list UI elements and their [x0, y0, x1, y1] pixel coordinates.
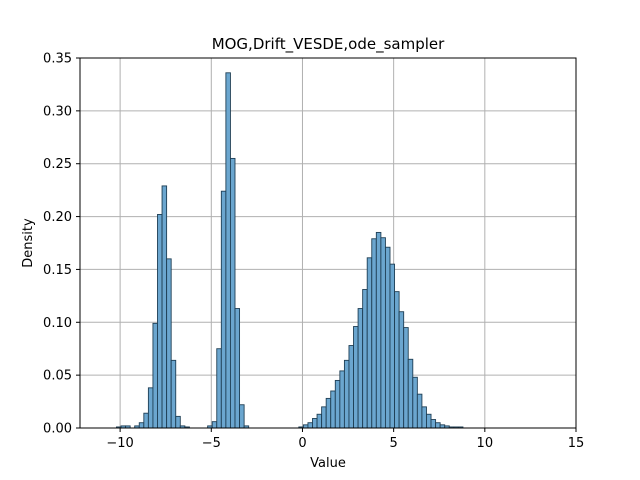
- histogram-bar: [234, 308, 241, 429]
- x-tick-label: −10: [106, 436, 133, 451]
- histogram-bar: [157, 214, 163, 429]
- histogram-bar: [325, 397, 332, 429]
- y-tick-label: 0.35: [43, 52, 72, 67]
- chart-title: MOG,Drift_VESDE,ode_sampler: [212, 35, 445, 54]
- histogram-bar: [371, 238, 377, 429]
- histogram-bar: [421, 406, 427, 429]
- histogram-bar: [435, 422, 441, 429]
- histogram-bar: [357, 308, 364, 429]
- y-axis-label: Density: [21, 218, 36, 268]
- histogram-bar: [380, 237, 386, 429]
- histogram-bar: [394, 291, 400, 429]
- x-tick-label: 15: [568, 436, 585, 451]
- histogram-bar: [384, 246, 391, 429]
- axis-ticks: −10 −5 0 5 10 15 0.00 0.05 0.10 0.15 0.20 0.25 0.30 0…: [43, 52, 584, 452]
- histogram-bar: [229, 157, 236, 429]
- histogram-bar: [138, 422, 145, 429]
- histogram-bar: [407, 358, 414, 429]
- histogram-bar: [403, 327, 409, 429]
- x-tick-label: −5: [202, 436, 221, 451]
- y-tick-label: 0.20: [43, 210, 72, 225]
- histogram-bar: [362, 289, 368, 429]
- histogram-bar: [220, 190, 227, 429]
- histogram-bar: [412, 376, 418, 429]
- histogram-bar: [152, 322, 158, 429]
- x-tick-label: 0: [298, 436, 306, 451]
- histogram-bar: [330, 390, 336, 429]
- histogram-bar: [239, 404, 245, 429]
- plot-frame: [79, 57, 577, 429]
- histogram-bar: [416, 393, 423, 429]
- histogram-bar: [375, 231, 382, 429]
- y-tick-label: 0.00: [43, 422, 72, 437]
- y-tick-label: 0.15: [43, 263, 72, 278]
- histogram-bar: [353, 326, 359, 429]
- histogram-bar: [321, 406, 327, 429]
- x-tick-label: 10: [477, 436, 494, 451]
- histogram-bar: [211, 421, 218, 429]
- histogram-bar: [312, 418, 318, 429]
- histogram-bar: [166, 258, 172, 429]
- histogram-bar: [343, 359, 350, 429]
- histogram-bar: [339, 370, 345, 429]
- histogram-bar: [430, 419, 437, 429]
- histogram-bar: [175, 415, 181, 429]
- bars: [116, 72, 464, 429]
- histogram-bar: [398, 311, 405, 429]
- histogram-bar: [307, 422, 313, 429]
- y-tick-label: 0.05: [43, 369, 72, 384]
- histogram-bar: [366, 257, 373, 429]
- histogram-bar: [225, 72, 231, 429]
- y-tick-label: 0.10: [43, 316, 72, 331]
- histogram-bar: [216, 348, 222, 429]
- histogram-bar: [161, 185, 168, 429]
- histogram-bar: [316, 413, 323, 429]
- histogram-bar: [389, 263, 396, 429]
- histogram-bar: [147, 387, 154, 429]
- y-tick-label: 0.25: [43, 157, 72, 172]
- y-tick-label: 0.30: [43, 104, 72, 119]
- histogram-bar: [170, 359, 177, 429]
- x-axis-label: Value: [310, 456, 346, 471]
- histogram-bar: [348, 345, 354, 429]
- histogram-bar: [334, 379, 341, 429]
- x-tick-label: 5: [390, 436, 398, 451]
- histogram-bar: [426, 413, 432, 429]
- histogram-bar: [143, 412, 149, 429]
